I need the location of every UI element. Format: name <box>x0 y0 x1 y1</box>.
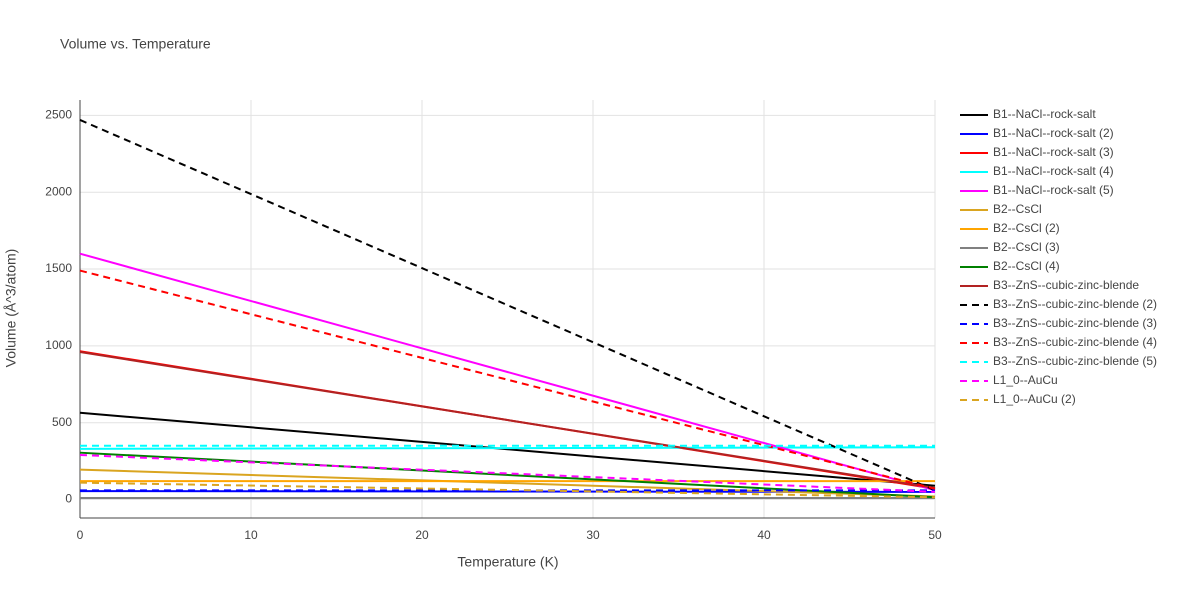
x-tick-label: 10 <box>244 528 258 542</box>
chart-title: Volume vs. Temperature <box>60 36 211 52</box>
y-tick-label: 2500 <box>45 108 72 122</box>
legend-label: L1_0--AuCu (2) <box>993 392 1076 406</box>
series-line <box>79 269 936 490</box>
legend-label: B1--NaCl--rock-salt <box>993 107 1096 121</box>
x-tick-label: 20 <box>415 528 429 542</box>
legend-label: B1--NaCl--rock-salt (5) <box>993 183 1114 197</box>
legend-label: B1--NaCl--rock-salt (4) <box>993 164 1114 178</box>
series-line <box>79 481 936 499</box>
series-line <box>79 411 936 487</box>
legend-label: B1--NaCl--rock-salt (2) <box>993 126 1114 140</box>
series-line <box>79 446 936 450</box>
legend-label: B2--CsCl (3) <box>993 240 1060 254</box>
y-tick-label: 0 <box>65 492 72 506</box>
x-axis-title: Temperature (K) <box>457 554 558 570</box>
series-line <box>79 351 936 490</box>
series-line <box>79 252 936 492</box>
x-tick-label: 0 <box>77 528 84 542</box>
x-tick-label: 40 <box>757 528 771 542</box>
legend-label: B2--CsCl <box>993 202 1042 216</box>
y-tick-label: 1500 <box>45 261 72 275</box>
y-tick-label: 2000 <box>45 184 72 198</box>
legend-label: B1--NaCl--rock-salt (3) <box>993 145 1114 159</box>
y-tick-label: 1000 <box>45 338 72 352</box>
legend-label: B2--CsCl (2) <box>993 221 1060 235</box>
series-line <box>79 453 936 493</box>
legend-label: B3--ZnS--cubic-zinc-blende (5) <box>993 354 1157 368</box>
series-line <box>79 119 936 492</box>
x-tick-label: 50 <box>928 528 942 542</box>
legend-label: B3--ZnS--cubic-zinc-blende <box>993 278 1139 292</box>
y-tick-label: 500 <box>52 415 72 429</box>
x-tick-label: 30 <box>586 528 600 542</box>
legend-label: B2--CsCl (4) <box>993 259 1060 273</box>
legend-label: B3--ZnS--cubic-zinc-blende (3) <box>993 316 1157 330</box>
y-axis-title: Volume (Å^3/atom) <box>3 249 19 368</box>
series-line <box>79 468 936 498</box>
legend-label: B3--ZnS--cubic-zinc-blende (4) <box>993 335 1157 349</box>
legend-label: L1_0--AuCu <box>993 373 1058 387</box>
legend-label: B3--ZnS--cubic-zinc-blende (2) <box>993 297 1157 311</box>
